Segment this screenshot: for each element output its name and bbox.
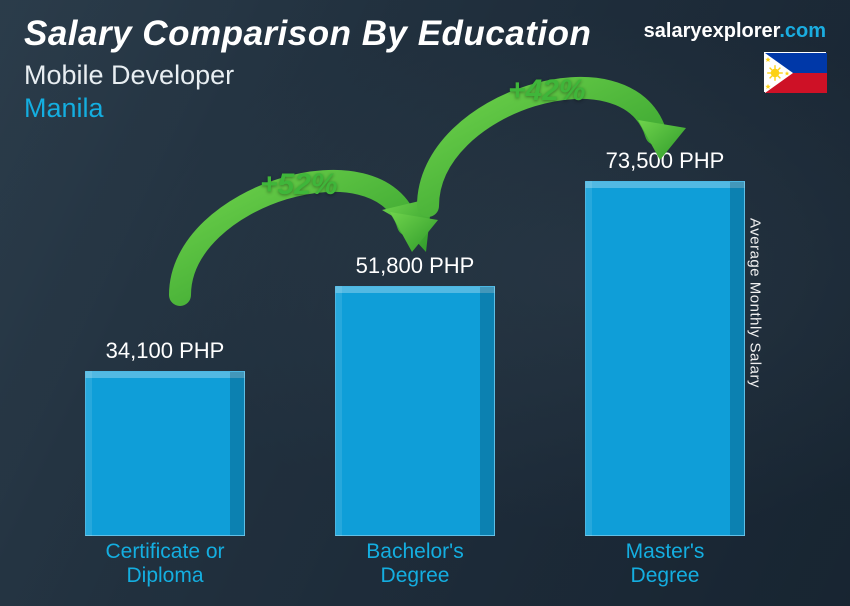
subtitle-role: Mobile Developer [24,60,591,91]
chart-area: 34,100 PHP 51,800 PHP 73,500 PHP Certifi… [40,150,790,588]
subtitle-location: Manila [24,93,591,124]
x-label-masters: Master's Degree [540,536,790,588]
philippines-flag-icon [764,52,826,92]
infographic-canvas: Salary Comparison By Education Mobile De… [0,0,850,606]
x-label-certificate: Certificate or Diploma [40,536,290,588]
brand-name: salaryexplorer [644,20,780,42]
brand-suffix: .com [779,20,826,42]
x-labels: Certificate or Diploma Bachelor's Degree… [40,536,790,588]
bar-value-masters: 73,500 PHP [606,148,725,174]
bars-row: 34,100 PHP 51,800 PHP 73,500 PHP [40,150,790,536]
bar-slot-2: 73,500 PHP [540,150,790,536]
bar-certificate: 34,100 PHP [85,371,245,536]
bar-value-bachelors: 51,800 PHP [356,253,475,279]
title-block: Salary Comparison By Education Mobile De… [24,14,591,124]
bar-slot-0: 34,100 PHP [40,150,290,536]
bar-value-certificate: 34,100 PHP [106,338,225,364]
brand-logo: salaryexplorer.com [644,20,826,43]
page-title: Salary Comparison By Education [24,14,591,54]
bar-bachelors: 51,800 PHP [335,286,495,536]
bar-slot-1: 51,800 PHP [290,150,540,536]
x-label-bachelors: Bachelor's Degree [290,536,540,588]
bar-masters: 73,500 PHP [585,181,745,536]
